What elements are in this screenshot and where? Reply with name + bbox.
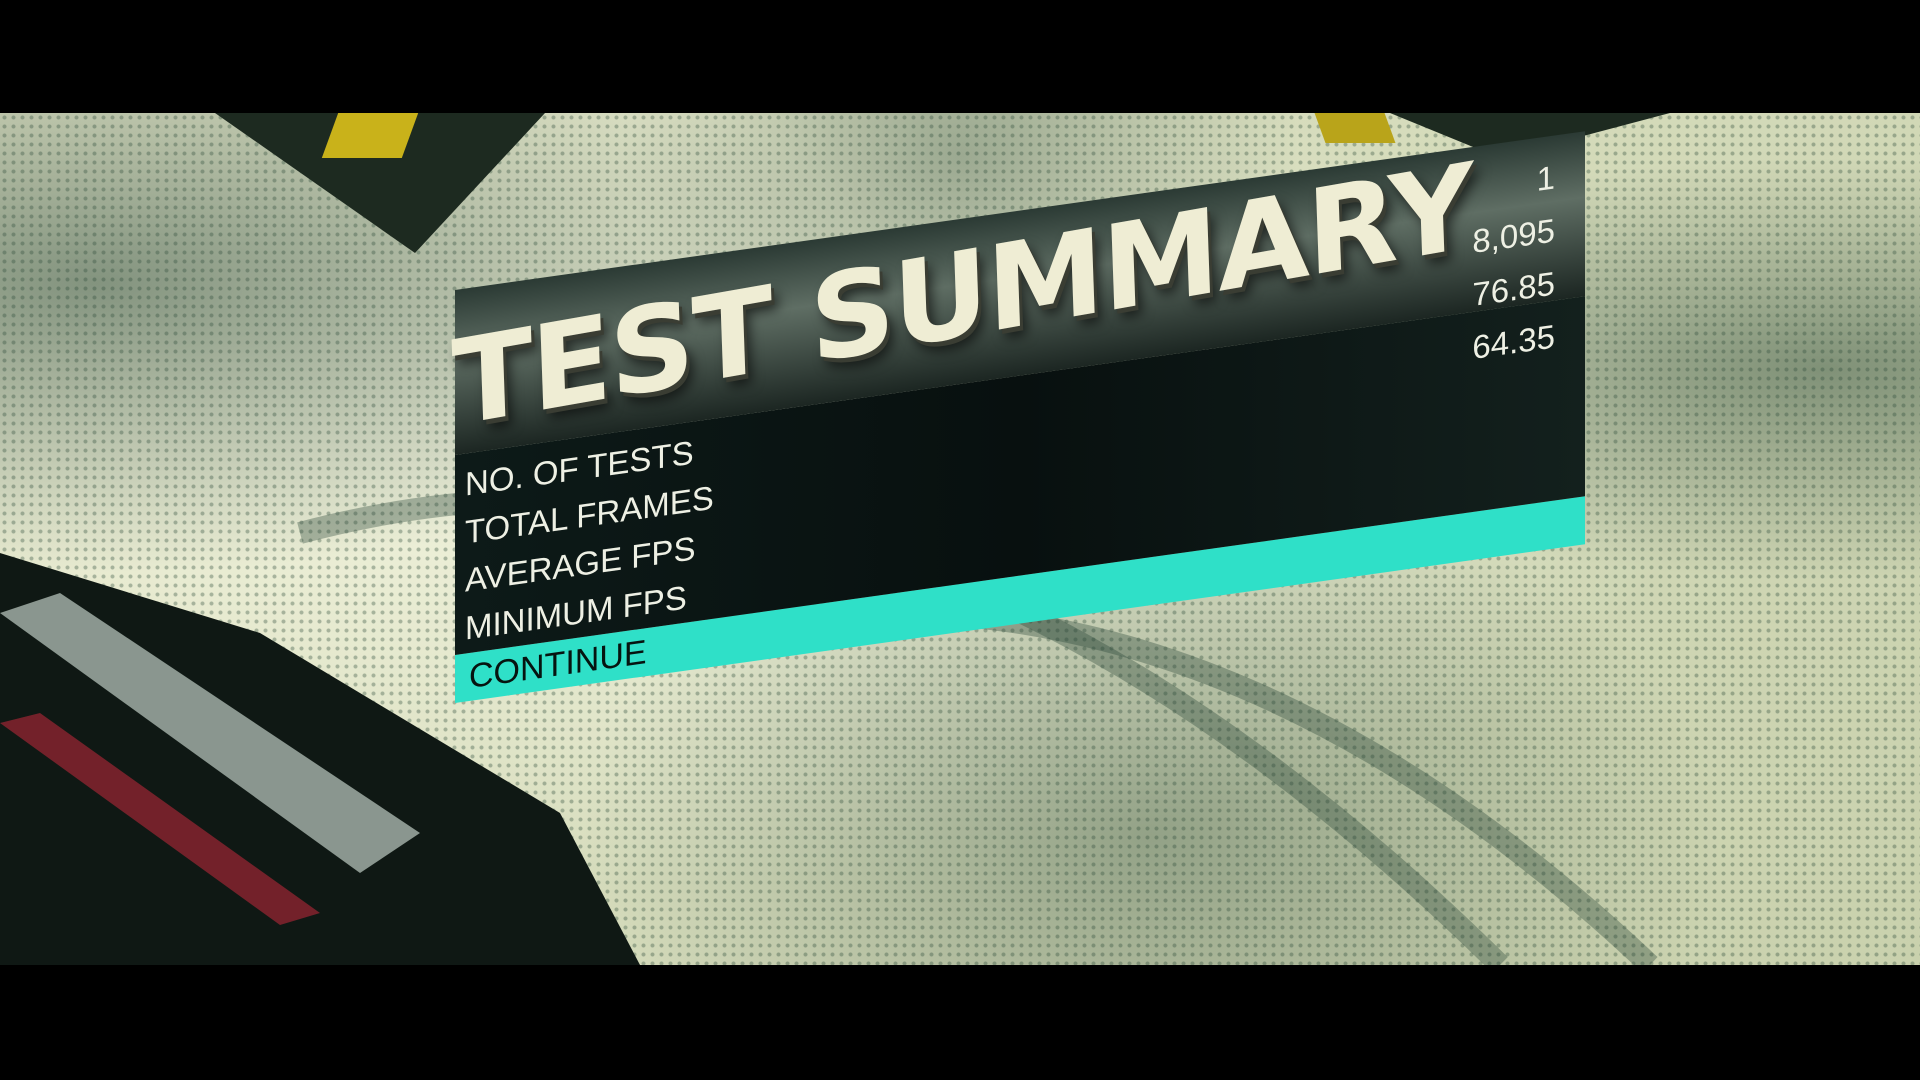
car-livery — [0, 713, 320, 925]
car-body — [0, 553, 640, 965]
rally-car — [0, 553, 640, 965]
yellow-marker — [321, 113, 419, 158]
row-value: 1 — [1536, 158, 1555, 198]
car-livery — [0, 593, 420, 873]
yellow-marker — [1314, 113, 1396, 143]
